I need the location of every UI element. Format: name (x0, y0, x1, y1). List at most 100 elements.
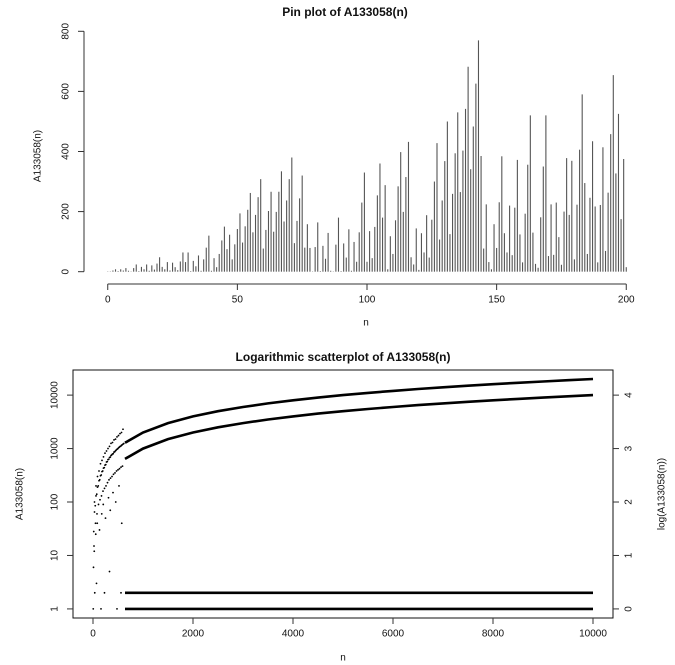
x-tick-label: 6000 (382, 629, 405, 640)
point (93, 550, 96, 553)
point (115, 470, 118, 472)
point (92, 566, 95, 569)
point (103, 487, 106, 490)
curve (124, 377, 594, 444)
point (120, 466, 122, 468)
point (100, 495, 103, 497)
point (116, 608, 118, 610)
point (107, 458, 110, 461)
point (114, 501, 117, 503)
point (118, 485, 120, 487)
point (114, 472, 116, 474)
point (112, 491, 114, 494)
chart-title: Pin plot of A133058(n) (282, 5, 408, 19)
y2-tick-label: 2 (624, 499, 635, 505)
y2-axis-label: log(A133058(n)) (657, 458, 668, 530)
x-tick-label: 2000 (182, 629, 205, 640)
y2-tick-label: 1 (624, 552, 635, 558)
curve (124, 393, 594, 461)
point (106, 460, 109, 463)
point (122, 428, 124, 431)
point (111, 441, 114, 444)
point (100, 608, 102, 610)
point (93, 591, 96, 594)
point (109, 456, 112, 459)
point (118, 467, 121, 470)
point (105, 485, 107, 487)
point (108, 478, 110, 481)
point (98, 470, 100, 472)
x-tick-label: 4000 (282, 629, 305, 640)
point (120, 522, 123, 525)
point (104, 517, 107, 520)
x-tick-label: 10000 (579, 629, 607, 640)
point (104, 452, 106, 455)
point (112, 452, 115, 455)
y-axis-label: A133058(n) (15, 468, 26, 520)
point (92, 608, 95, 610)
point (98, 529, 101, 531)
x-tick-label: 0 (90, 629, 96, 640)
x-axis-label: n (340, 653, 346, 664)
point (111, 475, 113, 478)
x-tick-label: 200 (618, 295, 635, 306)
point (95, 495, 97, 497)
point (101, 459, 103, 462)
point (94, 533, 97, 536)
point (93, 501, 96, 503)
point (102, 503, 105, 506)
y2-tick-label: 4 (624, 392, 635, 398)
point (103, 591, 106, 594)
point (100, 512, 103, 515)
point (119, 432, 121, 435)
y-tick-label: 400 (61, 143, 72, 160)
x-tick-label: 0 (105, 295, 111, 306)
point (96, 475, 99, 478)
x-axis-label: n (363, 318, 369, 329)
point (94, 522, 97, 525)
x-tick-label: 150 (488, 295, 505, 306)
point (95, 493, 98, 496)
point (97, 485, 100, 487)
point (96, 522, 99, 525)
point (94, 504, 97, 507)
x-tick-label: 50 (232, 295, 244, 306)
point (105, 450, 108, 452)
point (112, 473, 115, 476)
point (109, 509, 112, 512)
y-tick-label: 600 (61, 83, 72, 100)
chart-title: Logarithmic scatterplot of A133058(n) (236, 350, 451, 364)
point (95, 582, 98, 585)
point (107, 447, 109, 450)
y-tick-label: 200 (61, 203, 72, 220)
point (95, 485, 97, 487)
point (101, 470, 104, 472)
y-tick-label: 100 (50, 493, 61, 510)
point (108, 570, 111, 573)
point (104, 463, 107, 466)
point (99, 498, 101, 501)
point (117, 434, 120, 437)
y2-tick-label: 0 (624, 606, 635, 612)
y-tick-label: 800 (61, 23, 72, 40)
point (113, 439, 115, 441)
y-tick-label: 0 (61, 268, 72, 274)
point (92, 530, 95, 533)
y-axis-label: A133058(n) (33, 130, 44, 182)
point (107, 496, 110, 499)
point (103, 466, 106, 469)
point (93, 545, 95, 547)
point (117, 468, 119, 471)
point (93, 511, 96, 513)
point (114, 438, 117, 441)
point (109, 477, 112, 480)
point (120, 591, 122, 594)
y2-tick-label: 3 (624, 445, 635, 451)
point (120, 431, 123, 434)
point (110, 442, 112, 445)
point (96, 512, 98, 515)
x-tick-label: 8000 (482, 629, 505, 640)
x-tick-label: 100 (359, 295, 376, 306)
point (100, 474, 103, 476)
